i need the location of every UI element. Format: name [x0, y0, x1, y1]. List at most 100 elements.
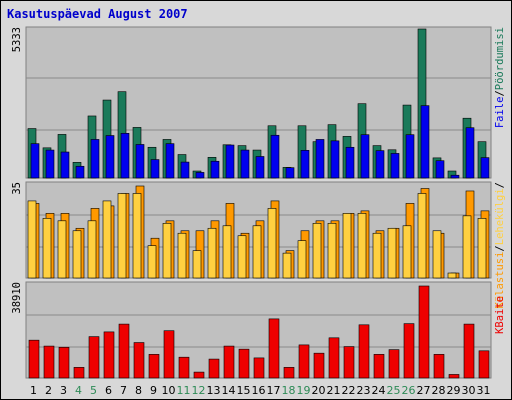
x-tick-label: 21 [327, 384, 341, 397]
bar-kbaite [478, 350, 490, 379]
bar-lehekulgi [237, 235, 247, 279]
bar-lehekulgi [342, 213, 352, 279]
x-tick-label: 17 [267, 384, 281, 397]
bar-faile [165, 143, 175, 179]
bar-kbaite [58, 346, 70, 379]
bar-kbaite [103, 331, 115, 379]
chart-title: Kasutuspäevad August 2007 [7, 7, 188, 21]
x-tick-label: 3 [60, 384, 67, 397]
bar-lehekulgi [102, 200, 112, 279]
x-tick-label: 18 [282, 384, 296, 397]
bar-faile [225, 144, 235, 179]
bar-lehekulgi [162, 222, 172, 279]
bar-lehekulgi [387, 227, 397, 279]
bar-kbaite [343, 346, 355, 379]
bar-lehekulgi [252, 225, 262, 279]
x-tick-label: 28 [432, 384, 446, 397]
x-tick-label: 5 [90, 384, 97, 397]
x-tick-label: 26 [402, 384, 416, 397]
bar-faile [345, 146, 355, 179]
bar-kbaite [463, 323, 475, 379]
x-tick-label: 12 [192, 384, 206, 397]
bar-faile [60, 151, 70, 179]
bar-faile [30, 143, 40, 179]
bar-kbaite [418, 285, 430, 379]
x-tick-label: 4 [75, 384, 82, 397]
x-tick-label: 2 [45, 384, 52, 397]
bar-faile [480, 157, 490, 179]
bar-kbaite [298, 344, 310, 379]
bar-lehekulgi [147, 245, 157, 279]
bar-kbaite [328, 337, 340, 379]
bar-faile [465, 127, 475, 179]
bar-lehekulgi [132, 193, 142, 279]
x-tick-label: 16 [252, 384, 266, 397]
bar-faile [210, 160, 220, 179]
legend: Külastusi/Lehekülgi/ [494, 182, 506, 308]
x-tick-label: 27 [417, 384, 431, 397]
bar-lehekulgi [447, 272, 457, 279]
x-tick-label: 9 [150, 384, 157, 397]
bar-lehekulgi [177, 232, 187, 279]
bar-faile [150, 159, 160, 179]
bar-lehekulgi [57, 220, 67, 279]
bar-lehekulgi [117, 193, 127, 279]
bar-faile [420, 105, 430, 179]
x-tick-label: 22 [342, 384, 356, 397]
bar-lehekulgi [267, 208, 277, 279]
bar-lehekulgi [87, 220, 97, 279]
x-tick-label: 7 [120, 384, 127, 397]
x-tick-label: 25 [387, 384, 401, 397]
bar-kbaite [148, 354, 160, 379]
legend-item: Külastusi [494, 252, 506, 309]
bar-kbaite [208, 358, 220, 379]
y-max-label: 5333 [11, 27, 23, 52]
bar-faile [180, 161, 190, 179]
x-tick-label: 29 [447, 384, 461, 397]
x-tick-label: 19 [297, 384, 311, 397]
bar-faile [435, 160, 445, 179]
bar-faile [285, 167, 295, 179]
bar-faile [255, 156, 265, 179]
bar-faile [390, 153, 400, 179]
legend-item: Faile [494, 97, 506, 129]
bar-lehekulgi [312, 222, 322, 279]
x-tick-label: 6 [105, 384, 112, 397]
bar-kbaite [403, 323, 415, 379]
bar-kbaite [373, 354, 385, 379]
bar-faile [240, 149, 250, 179]
bar-lehekulgi [462, 215, 472, 279]
bar-kbaite [433, 354, 445, 379]
y-max-label: 35 [11, 182, 23, 195]
bar-lehekulgi [27, 200, 37, 279]
bar-kbaite [223, 345, 235, 379]
legend-item: Lehekülgi [494, 188, 506, 245]
legend-item: / [494, 90, 506, 96]
bar-kbaite [283, 367, 295, 379]
legend-item: Pöördumisi [494, 27, 506, 90]
legend-item: / [494, 182, 506, 188]
bar-lehekulgi [417, 193, 427, 279]
bar-kbaite [133, 342, 145, 379]
bar-kbaite [118, 323, 130, 379]
bar-kbaite [178, 356, 190, 379]
bar-faile [375, 150, 385, 179]
bar-lehekulgi [207, 227, 217, 279]
bar-faile [315, 139, 325, 179]
bar-faile [135, 144, 145, 179]
bar-kbaite [268, 318, 280, 379]
x-tick-label: 14 [222, 384, 236, 397]
bar-kbaite [313, 352, 325, 379]
bar-kbaite [253, 357, 265, 379]
x-tick-label: 15 [237, 384, 251, 397]
bar-faile [120, 132, 130, 179]
bar-kbaite [163, 330, 175, 379]
bar-faile [90, 139, 100, 179]
bar-lehekulgi [477, 218, 487, 279]
legend: Faile/Pöördumisi [494, 27, 506, 128]
x-tick-label: 13 [207, 384, 221, 397]
bar-lehekulgi [327, 222, 337, 279]
bar-kbaite [28, 339, 40, 379]
bar-lehekulgi [297, 240, 307, 279]
